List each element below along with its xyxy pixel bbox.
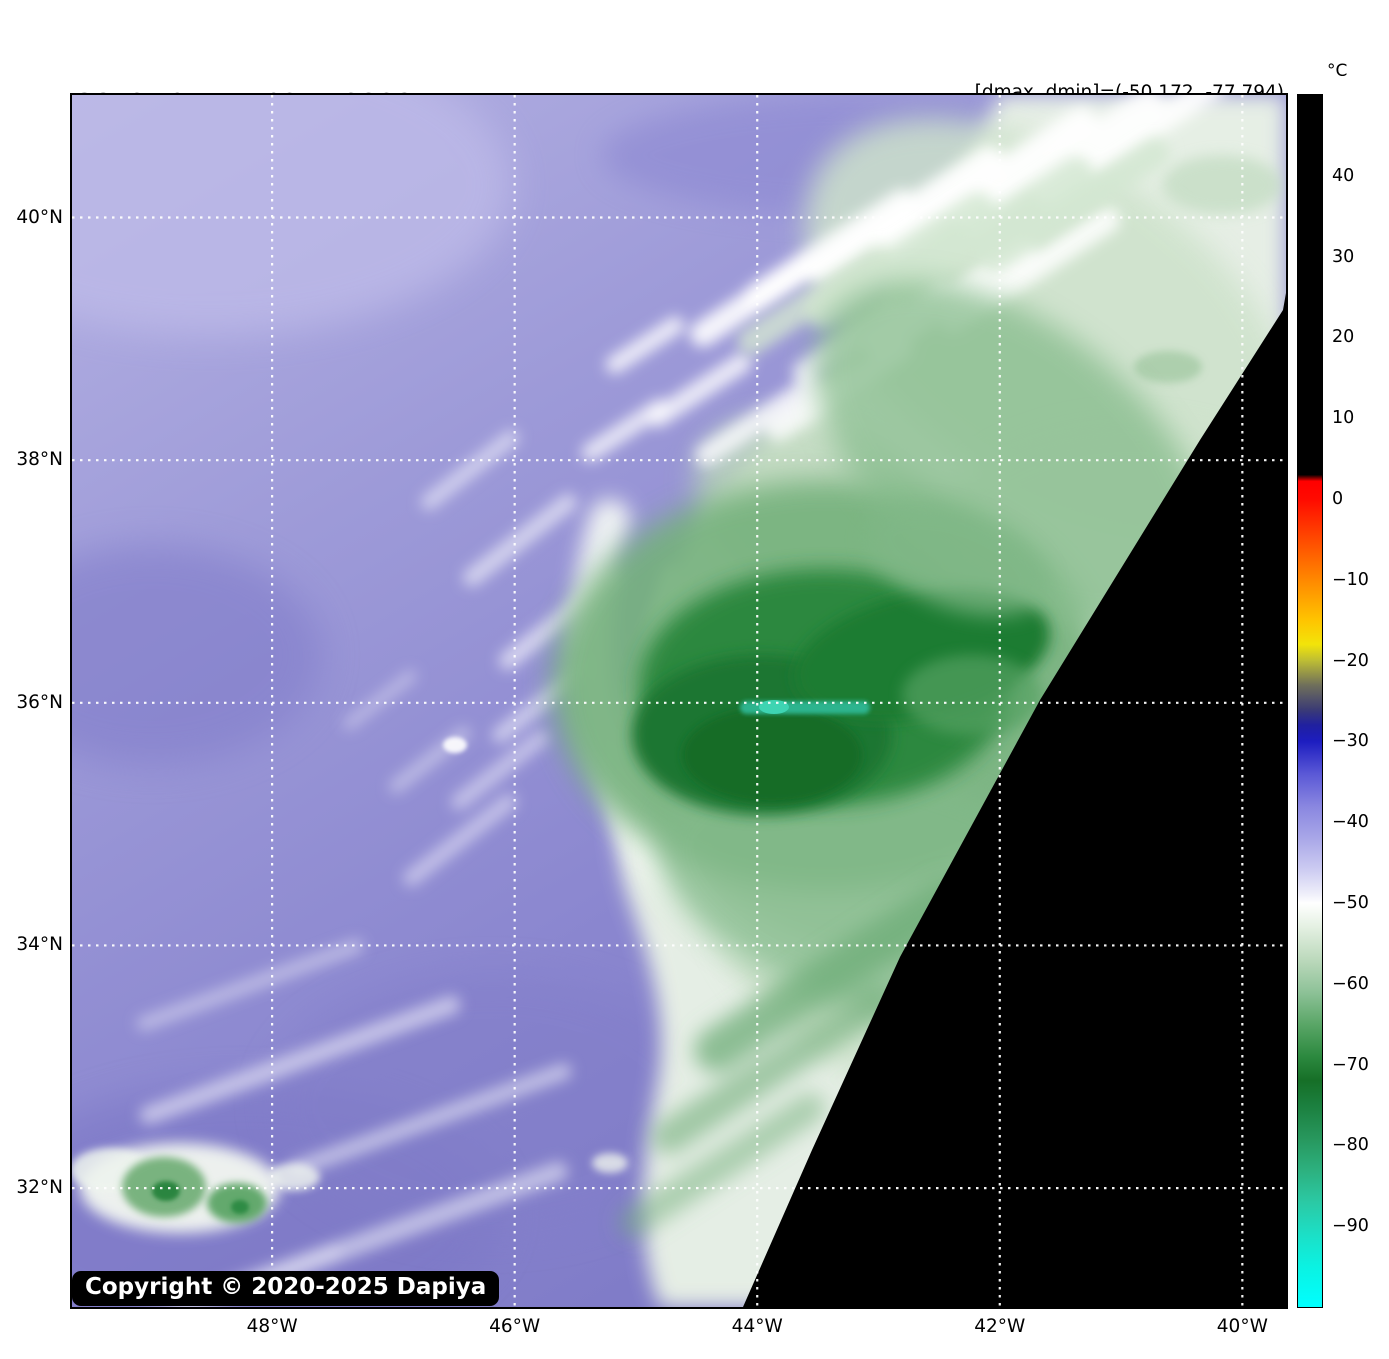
colorbar-tick-label: 30 (1332, 246, 1355, 267)
graticule-grid (72, 95, 1286, 1307)
colorbar-tick-label: −70 (1332, 1054, 1369, 1075)
green-smudge (1134, 351, 1202, 383)
cirrus-texture (1162, 155, 1282, 215)
storm-canopy-ne (813, 280, 1211, 630)
canopy-light-gap (902, 655, 1042, 735)
colorbar-tick-label: 0 (1332, 489, 1344, 509)
colorbar-tick-label: −50 (1332, 893, 1369, 913)
no-data-region (743, 293, 1286, 1307)
imagery-layers (72, 95, 1286, 1307)
colorbar-tick-label: −10 (1332, 569, 1369, 590)
colorbar-tick-label: −60 (1332, 973, 1369, 994)
satellite-map-image (70, 93, 1288, 1309)
lon-tick-label: 44°W (731, 1316, 783, 1337)
transverse-banding-green (737, 138, 1170, 356)
lat-tick-label: 34°N (16, 934, 63, 956)
convective-cells (72, 1143, 628, 1233)
southern-bands (618, 877, 970, 1238)
colorbar-unit-label: °C (1327, 61, 1348, 81)
lat-tick-label: 36°N (16, 691, 63, 713)
coldest-pixel-dot (759, 700, 789, 714)
lon-tick-label: 40°W (1216, 1316, 1268, 1337)
colorbar-tick-label: 10 (1332, 408, 1355, 429)
lat-tick-label: 32°N (16, 1177, 63, 1199)
lon-tick-label: 48°W (246, 1316, 298, 1337)
colorbar-tick-label: 40 (1332, 165, 1355, 186)
colorbar-tick-label: −30 (1332, 731, 1369, 752)
storm-cdo-darkest (682, 707, 862, 803)
satellite-imagery (72, 95, 1286, 1307)
colorbar-tick-label: −90 (1332, 1216, 1369, 1237)
canopy-light-gap (866, 504, 1048, 616)
dark-purple-patch (72, 545, 322, 765)
copyright-badge: Copyright © 2020-2025 Dapiya (72, 1271, 500, 1306)
lighter-purple-patch (72, 95, 512, 335)
colorbar-tick-label: 20 (1332, 327, 1355, 348)
lat-tick-label: 40°N (16, 206, 63, 228)
colorbar-tick-label: −80 (1332, 1135, 1369, 1156)
colorbar (1297, 94, 1323, 1308)
lon-tick-label: 42°W (974, 1316, 1026, 1337)
lat-tick-label: 38°N (16, 449, 63, 471)
bright-wisp-spot (443, 737, 467, 753)
colorbar-tick-label: −20 (1332, 650, 1369, 671)
colorbar-tick-label: −40 (1332, 812, 1369, 833)
lon-tick-label: 46°W (489, 1316, 541, 1337)
